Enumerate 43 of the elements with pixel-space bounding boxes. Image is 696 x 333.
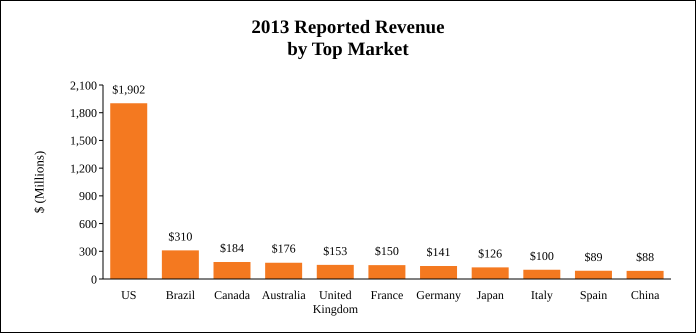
bar	[420, 266, 458, 279]
x-tick-label: Italy	[530, 288, 553, 302]
data-label: $88	[636, 250, 654, 264]
x-tick-label: Germany	[416, 288, 461, 302]
data-label: $100	[530, 248, 554, 263]
bar	[574, 270, 612, 279]
x-tick-label: France	[370, 288, 404, 302]
y-axis-title: $ (Millions)	[32, 150, 47, 214]
bar	[214, 262, 250, 279]
data-label: $176	[272, 242, 296, 256]
y-tick-label: 2,100	[70, 78, 97, 92]
x-tick-label: US	[121, 288, 136, 302]
y-tick-label: 0	[91, 272, 97, 286]
x-tick-label: Australia	[262, 288, 306, 302]
data-label: $184	[220, 241, 244, 255]
chart-title: 2013 Reported Revenue by Top Market	[250, 17, 446, 61]
bar	[523, 270, 560, 279]
bar	[368, 265, 406, 279]
data-label: $141	[426, 244, 451, 259]
bar	[472, 267, 509, 279]
x-tick-label: Japan	[476, 288, 504, 302]
data-label: $310	[168, 229, 192, 244]
bar	[265, 262, 302, 279]
x-tick-label: China	[630, 288, 660, 302]
data-label: $1,902	[112, 82, 146, 96]
bar	[110, 103, 148, 279]
data-label: $150	[374, 244, 399, 258]
y-tick-label: 1,200	[70, 161, 97, 176]
y-tick-label: 1,500	[70, 134, 97, 148]
bar	[316, 264, 354, 279]
data-label: $126	[478, 246, 502, 260]
bar	[626, 270, 664, 279]
y-tick-label: 900	[79, 189, 97, 204]
x-tick-label: Spain	[580, 288, 608, 302]
x-tick-label: Canada	[214, 288, 251, 302]
y-tick-label: 1,800	[70, 106, 97, 120]
x-tick-label: Brazil	[166, 288, 196, 302]
y-tick-label: 300	[79, 244, 97, 259]
data-label: $89	[584, 250, 602, 264]
bar	[162, 250, 199, 279]
x-tick-label: United Kingdom	[312, 288, 359, 316]
data-label: $153	[323, 244, 348, 258]
y-tick-label: 600	[79, 216, 97, 231]
